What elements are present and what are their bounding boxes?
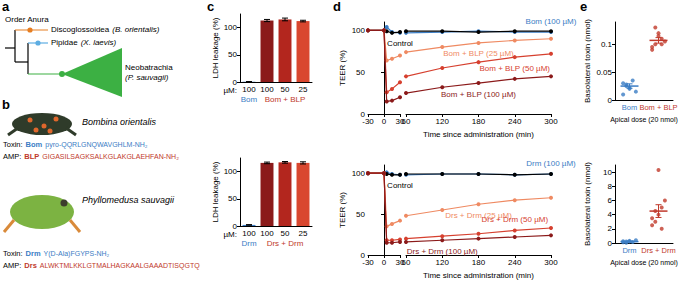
html-text:Toxin: Bom pyro-QQRLGNQWAVGHLM: Toxin: Bom pyro-QQRLGNQWAVGHLM-NH₂ bbox=[3, 140, 148, 149]
html-text:µM:: µM: bbox=[223, 86, 237, 95]
svg-text:4: 4 bbox=[608, 210, 613, 219]
svg-text:240: 240 bbox=[508, 117, 522, 126]
svg-text:Basolateral toxin (nmol): Basolateral toxin (nmol) bbox=[583, 162, 592, 246]
svg-text:Control: Control bbox=[387, 181, 413, 190]
svg-text:Bom: Bom bbox=[622, 103, 637, 112]
html-text:AMP: BLP GIGASILSAGKSALKGLAKGL: AMP: BLP GIGASILSAGKSALKGLAKGLAEHFAN-NH₂ bbox=[3, 152, 179, 161]
svg-text:50: 50 bbox=[356, 210, 365, 219]
html-text:Bombina orientalis: Bombina orientalis bbox=[82, 117, 156, 127]
svg-text:0.05: 0.05 bbox=[596, 68, 612, 77]
svg-text:Time since administration (min: Time since administration (min) bbox=[423, 271, 534, 280]
svg-text:Drs + Drm (25 µM): Drs + Drm (25 µM) bbox=[445, 210, 512, 220]
svg-text:6: 6 bbox=[608, 196, 613, 205]
html-text:Toxin: Drm Y(D-Ala)FGYPS-NH₂: Toxin: Drm Y(D-Ala)FGYPS-NH₂ bbox=[3, 249, 110, 258]
svg-text:0: 0 bbox=[608, 239, 613, 248]
svg-text:8: 8 bbox=[608, 182, 613, 191]
html-text:Discoglossoidea (B. orientalis: Discoglossoidea (B. orientalis) bbox=[51, 25, 160, 34]
html-text:a: a bbox=[2, 0, 10, 14]
svg-text:Bom + BLP (25 µM): Bom + BLP (25 µM) bbox=[443, 49, 514, 58]
svg-text:TEER (%): TEER (%) bbox=[338, 50, 347, 86]
svg-text:25: 25 bbox=[299, 229, 308, 238]
svg-text:Drs + Drm (100 µM): Drs + Drm (100 µM) bbox=[407, 247, 478, 256]
svg-text:0: 0 bbox=[382, 117, 387, 126]
svg-text:Bom + BLP: Bom + BLP bbox=[639, 103, 677, 112]
html-text:Phyllomedusa sauvagii: Phyllomedusa sauvagii bbox=[82, 195, 175, 205]
svg-text:Bom + BLP (100 µM): Bom + BLP (100 µM) bbox=[441, 90, 516, 99]
svg-text:100: 100 bbox=[260, 85, 274, 94]
svg-text:0: 0 bbox=[233, 78, 238, 87]
html-text:Drm: Drm bbox=[241, 239, 257, 248]
svg-text:2: 2 bbox=[608, 224, 613, 233]
svg-text:300: 300 bbox=[544, 117, 558, 126]
svg-text:50: 50 bbox=[281, 229, 290, 238]
svg-text:0: 0 bbox=[360, 109, 365, 119]
svg-text:Drs + Drm: Drs + Drm bbox=[641, 246, 675, 255]
svg-text:0: 0 bbox=[233, 222, 238, 231]
svg-text:Apical dose (20 nmol): Apical dose (20 nmol) bbox=[610, 116, 678, 124]
svg-text:100: 100 bbox=[224, 23, 238, 32]
html-text:Bom: Bom bbox=[240, 95, 258, 104]
html-text:AMP: Drs ALWKTMLKKLGTMALHAGKAA: AMP: Drs ALWKTMLKKLGTMALHAGKAALGAAADTISQ… bbox=[3, 261, 200, 270]
svg-text:100: 100 bbox=[352, 169, 366, 178]
svg-text:100: 100 bbox=[352, 26, 366, 35]
svg-text:100: 100 bbox=[242, 85, 256, 94]
svg-text:0: 0 bbox=[382, 258, 387, 267]
html-text:Order Anura: Order Anura bbox=[5, 15, 49, 24]
svg-text:Drm: Drm bbox=[622, 246, 636, 255]
svg-text:Control: Control bbox=[387, 39, 413, 48]
svg-text:60: 60 bbox=[402, 258, 411, 267]
svg-text:LDH leakage (%): LDH leakage (%) bbox=[211, 17, 220, 78]
svg-text:180: 180 bbox=[472, 258, 486, 267]
html-text:(P. sauvagii): (P. sauvagii) bbox=[125, 73, 169, 82]
html-text:Bom + BLP: Bom + BLP bbox=[264, 95, 306, 104]
svg-text:0.1: 0.1 bbox=[601, 40, 613, 49]
svg-text:100: 100 bbox=[260, 229, 274, 238]
svg-text:240: 240 bbox=[508, 258, 522, 267]
svg-text:50: 50 bbox=[356, 68, 365, 77]
svg-text:100: 100 bbox=[224, 167, 238, 176]
svg-text:25: 25 bbox=[299, 85, 308, 94]
svg-text:Basolateral toxin (nmol): Basolateral toxin (nmol) bbox=[583, 19, 592, 103]
svg-text:100: 100 bbox=[242, 229, 256, 238]
svg-text:Apical dose (20 nmol): Apical dose (20 nmol) bbox=[610, 259, 678, 267]
svg-text:Bom + BLP (50 µM): Bom + BLP (50 µM) bbox=[480, 64, 551, 73]
html-text:Neobatrachia: Neobatrachia bbox=[125, 63, 173, 72]
svg-text:Bom (100 µM): Bom (100 µM) bbox=[526, 17, 577, 26]
svg-text:-30: -30 bbox=[362, 258, 374, 267]
svg-text:120: 120 bbox=[436, 258, 450, 267]
html-text:d: d bbox=[333, 0, 341, 14]
svg-text:Drm (100 µM): Drm (100 µM) bbox=[526, 159, 576, 168]
html-text:µM:: µM: bbox=[223, 230, 237, 239]
svg-text:10: 10 bbox=[603, 168, 612, 177]
svg-text:Time since administration (min: Time since administration (min) bbox=[423, 130, 534, 139]
svg-text:0: 0 bbox=[360, 250, 365, 260]
svg-text:120: 120 bbox=[436, 117, 450, 126]
svg-text:300: 300 bbox=[544, 258, 558, 267]
svg-text:TEER (%): TEER (%) bbox=[338, 192, 347, 228]
html-text:b: b bbox=[2, 97, 10, 112]
html-text:e: e bbox=[580, 0, 588, 14]
svg-text:50: 50 bbox=[281, 85, 290, 94]
html-text:c: c bbox=[207, 0, 215, 14]
svg-text:50: 50 bbox=[228, 194, 237, 203]
svg-text:-30: -30 bbox=[362, 117, 374, 126]
svg-text:30: 30 bbox=[395, 257, 405, 267]
svg-text:60: 60 bbox=[402, 117, 411, 126]
svg-text:Drs + Drm (50 µM): Drs + Drm (50 µM) bbox=[481, 215, 548, 224]
svg-text:30: 30 bbox=[395, 116, 405, 126]
svg-text:50: 50 bbox=[228, 50, 237, 59]
html-text:Pipidae (X. laevis): Pipidae (X. laevis) bbox=[51, 38, 117, 47]
html-text:Drs + Drm: Drs + Drm bbox=[266, 239, 304, 248]
svg-text:0: 0 bbox=[608, 96, 613, 105]
svg-text:LDH leakage (%): LDH leakage (%) bbox=[211, 161, 220, 222]
svg-text:180: 180 bbox=[472, 117, 486, 126]
